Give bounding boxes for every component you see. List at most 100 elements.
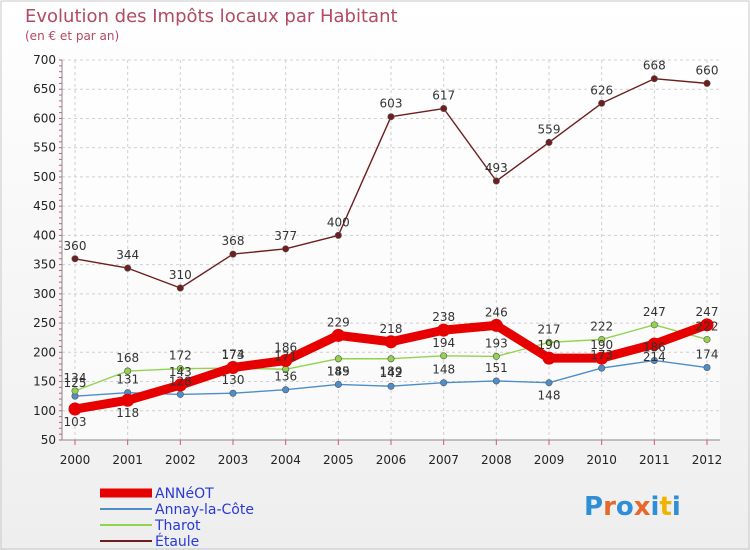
data-label: 217	[538, 322, 561, 336]
data-label: 174	[222, 348, 245, 362]
data-label: 617	[432, 89, 455, 103]
y-tick-label: 150	[33, 375, 56, 389]
data-label: 360	[64, 239, 87, 253]
data-point	[492, 177, 500, 185]
data-point	[121, 393, 135, 407]
data-label: 130	[222, 373, 245, 387]
data-point	[545, 379, 553, 387]
data-point	[598, 335, 606, 343]
data-label: 668	[643, 59, 666, 73]
data-point	[282, 245, 290, 253]
data-label: 190	[538, 338, 561, 352]
data-label: 222	[696, 319, 719, 333]
y-tick-label: 250	[33, 316, 56, 330]
data-point	[279, 353, 293, 367]
data-point	[440, 379, 448, 387]
data-label: 238	[432, 310, 455, 324]
data-label: 189	[327, 365, 350, 379]
y-tick-label: 100	[33, 404, 56, 418]
data-point	[124, 264, 132, 272]
data-point	[598, 99, 606, 107]
legend-label: Tharot	[154, 518, 201, 534]
data-point	[492, 352, 500, 360]
data-point	[440, 105, 448, 113]
data-label: 171	[274, 349, 297, 363]
data-label: 222	[590, 319, 613, 333]
data-label: 344	[116, 248, 139, 262]
data-point	[334, 380, 342, 388]
y-tick-label: 600	[33, 111, 56, 125]
chart-title: Evolution des Impôts locaux par Habitant	[25, 6, 398, 27]
data-point	[598, 364, 606, 372]
data-point	[703, 79, 711, 87]
data-label: 186	[643, 340, 666, 354]
data-label: 174	[696, 348, 719, 362]
data-label: 134	[64, 371, 87, 385]
x-tick-label: 2001	[112, 453, 143, 467]
data-label: 246	[485, 305, 508, 319]
data-label: 189	[380, 365, 403, 379]
data-point	[650, 75, 658, 83]
x-tick-label: 2006	[376, 453, 407, 467]
y-tick-label: 350	[33, 258, 56, 272]
y-tick-label: 50	[41, 433, 56, 447]
data-label: 151	[485, 361, 508, 375]
data-point	[595, 351, 609, 365]
data-point	[176, 365, 184, 373]
data-point	[384, 335, 398, 349]
data-label: 559	[538, 122, 561, 136]
data-point	[331, 328, 345, 342]
data-point	[176, 390, 184, 398]
data-label: 310	[169, 268, 192, 282]
legend-label: Étaule	[155, 533, 199, 550]
grid	[62, 59, 720, 441]
data-label: 148	[432, 363, 455, 377]
data-label: 128	[169, 374, 192, 388]
data-point	[440, 352, 448, 360]
y-tick-label: 450	[33, 199, 56, 213]
data-point	[282, 386, 290, 394]
data-point	[647, 337, 661, 351]
data-point	[387, 355, 395, 363]
x-tick-label: 2011	[639, 453, 670, 467]
y-tick-label: 200	[33, 345, 56, 359]
y-tick-label: 400	[33, 228, 56, 242]
data-label: 168	[116, 351, 139, 365]
x-tick-label: 2012	[692, 453, 723, 467]
y-tick-label: 650	[33, 82, 56, 96]
data-label: 626	[590, 83, 613, 97]
data-label: 377	[274, 229, 297, 243]
data-point	[492, 377, 500, 385]
legend-label: ANNéOT	[155, 486, 214, 502]
x-tick-label: 2007	[428, 453, 459, 467]
data-label: 368	[222, 234, 245, 248]
data-point	[700, 318, 714, 332]
series-group	[68, 75, 714, 416]
data-label: 247	[696, 305, 719, 319]
data-point	[71, 387, 79, 395]
data-point	[545, 138, 553, 146]
brand-text: Proxiti	[584, 492, 681, 522]
x-tick-label: 2003	[218, 453, 249, 467]
chart-subtitle: (en € et par an)	[25, 29, 119, 43]
data-label: 125	[64, 376, 87, 390]
data-point	[650, 321, 658, 329]
data-label: 142	[380, 366, 403, 380]
data-point	[334, 231, 342, 239]
data-label: 143	[169, 365, 192, 379]
data-point	[229, 389, 237, 397]
data-label: 118	[116, 406, 139, 420]
data-label: 214	[643, 350, 666, 364]
data-label: 173	[222, 348, 245, 362]
data-point	[173, 378, 187, 392]
data-point	[703, 364, 711, 372]
data-point	[124, 367, 132, 375]
y-tick-label: 500	[33, 170, 56, 184]
data-point	[334, 355, 342, 363]
data-point	[71, 255, 79, 263]
x-tick-label: 2010	[586, 453, 617, 467]
data-label: 247	[643, 305, 666, 319]
